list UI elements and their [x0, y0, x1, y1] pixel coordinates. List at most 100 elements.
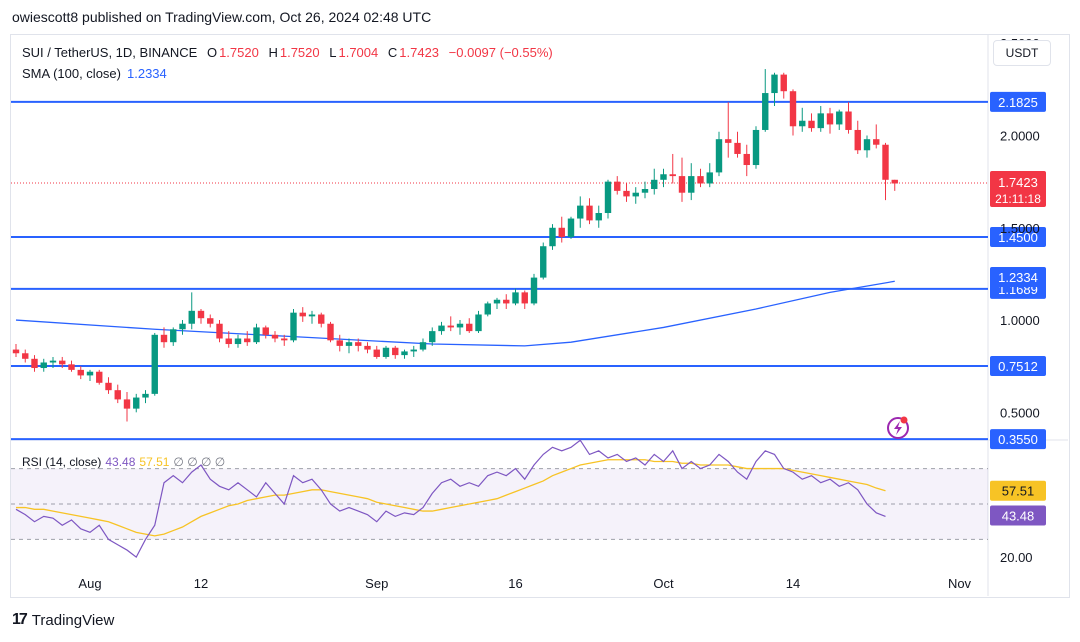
sma-label[interactable]: SMA (100, close): [22, 66, 121, 81]
sma-axis-text: 1.2334: [998, 270, 1038, 285]
candle: [817, 105, 824, 132]
candle-body: [503, 299, 510, 304]
candle: [475, 310, 482, 333]
time-tick-label: Sep: [365, 576, 388, 591]
candle-body: [706, 172, 713, 184]
level-label-bg: [990, 227, 1046, 247]
rsi-line: [15, 439, 886, 559]
candle: [123, 392, 131, 422]
candle-body: [123, 399, 131, 409]
candle: [503, 294, 510, 309]
sma-line: [15, 280, 895, 347]
candle-body: [854, 129, 861, 151]
candle-body: [734, 142, 741, 154]
candle-body: [586, 205, 593, 221]
rsi-ma-value: 57.51: [139, 455, 170, 469]
candle-body: [651, 179, 658, 190]
candle-body: [725, 139, 732, 143]
candle: [86, 369, 94, 381]
candle: [715, 131, 723, 177]
currency-button[interactable]: USDT: [993, 40, 1051, 66]
price-tick-label: 1.0000: [1000, 313, 1040, 328]
symbol-title[interactable]: SUI / TetherUS, 1D, BINANCE: [22, 45, 198, 60]
level-label-bg: [990, 429, 1046, 450]
candle: [771, 72, 778, 106]
candle: [225, 331, 232, 348]
candle: [678, 157, 686, 202]
open-label: O: [206, 45, 218, 60]
candle: [743, 144, 750, 177]
candle: [281, 334, 288, 346]
candle-body: [688, 176, 695, 193]
candle: [789, 89, 797, 136]
level-label-bg: [990, 91, 1046, 112]
candle: [105, 377, 112, 394]
candle-body: [604, 181, 612, 214]
candle: [308, 310, 316, 324]
event-lightning-icon[interactable]: [887, 416, 909, 439]
candle-body: [299, 312, 306, 317]
candle: [725, 102, 732, 158]
candle: [854, 120, 861, 154]
candle-body: [355, 342, 362, 346]
candle: [364, 342, 371, 354]
candle-body: [308, 314, 316, 317]
candle: [22, 349, 29, 363]
last-price-text: 1.7423: [998, 175, 1038, 190]
brand-text: TradingView: [31, 611, 115, 629]
high-label: H: [268, 45, 278, 60]
candle-body: [105, 382, 112, 391]
candle-body: [410, 349, 417, 352]
candle: [234, 334, 242, 348]
price-tick-label: 0.5000: [1000, 405, 1040, 420]
candle: [290, 308, 297, 343]
candle: [882, 142, 889, 201]
candle-body: [863, 139, 871, 151]
candle-body: [77, 369, 84, 376]
candle: [595, 205, 602, 228]
level-label: 2.1825: [990, 91, 1046, 112]
candle: [521, 290, 528, 309]
candle-body: [142, 393, 149, 398]
time-tick-label: 12: [194, 576, 208, 591]
level-label-text: 2.1825: [998, 95, 1038, 110]
candle-body: [133, 397, 140, 409]
candle-body: [808, 120, 815, 129]
candle: [762, 69, 769, 132]
candle-body: [577, 205, 584, 219]
candle-body: [86, 371, 94, 376]
candle-body: [521, 292, 528, 304]
candle: [373, 345, 380, 359]
candle: [540, 242, 547, 280]
time-tick-label: Aug: [78, 576, 101, 591]
candle-body: [392, 347, 399, 356]
candle-body: [179, 323, 186, 330]
ohlc-row: SUI / TetherUS, 1D, BINANCE O 1.7520 H 1.7…: [22, 42, 553, 63]
rsi-placeholders: ∅ ∅ ∅ ∅: [173, 455, 226, 469]
candle: [456, 320, 464, 335]
candle-body: [789, 91, 797, 127]
candle: [133, 393, 140, 413]
footer-brand[interactable]: 17 TradingView: [12, 611, 114, 629]
candle: [530, 273, 538, 306]
candle-body: [345, 342, 353, 346]
level-label-text: 1.4500: [998, 230, 1038, 245]
candle-body: [512, 292, 519, 304]
candle-body: [151, 334, 158, 394]
rsi-label[interactable]: RSI (14, close): [22, 455, 102, 469]
candle-body: [253, 327, 260, 343]
candle-body: [799, 120, 806, 127]
price-tick-label: 2.0000: [1000, 129, 1040, 144]
candle: [549, 224, 556, 250]
candle: [688, 163, 695, 201]
rsi-value-bg: [990, 505, 1046, 526]
level-label-bg: [990, 355, 1046, 376]
candle: [216, 320, 223, 343]
candle: [401, 349, 408, 359]
candle-body: [49, 360, 57, 363]
candle-body: [114, 390, 121, 400]
candle: [96, 369, 103, 385]
candle-body: [382, 347, 390, 357]
sma-value: 1.2334: [127, 66, 167, 81]
